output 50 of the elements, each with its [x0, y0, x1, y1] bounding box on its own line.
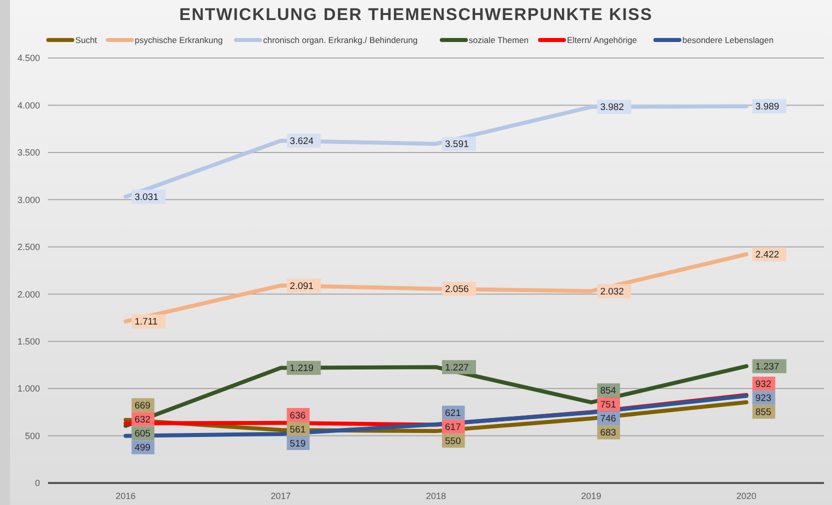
x-tick-label: 2016 [116, 491, 136, 501]
y-tick-label: 1.500 [17, 336, 40, 346]
x-tick-label: 2018 [426, 491, 446, 501]
data-label: 617 [445, 422, 461, 434]
chart-title: ENTWICKLUNG DER THEMENSCHWERPUNKTE KISS [179, 5, 653, 24]
data-label: 519 [290, 438, 306, 450]
y-tick-label: 1.000 [17, 384, 40, 394]
legend-label: Eltern/ Angehörige [567, 34, 638, 45]
data-label: 1.219 [290, 363, 314, 374]
data-label: 1.237 [755, 361, 780, 372]
y-tick-label: 2.000 [17, 289, 40, 300]
data-label: 3.624 [290, 136, 314, 148]
data-label: 3.031 [134, 192, 158, 204]
data-label: 683 [600, 428, 616, 439]
legend-label: besondere Lebenslagen [682, 34, 774, 45]
legend-label: Sucht [75, 34, 98, 45]
legend-label: soziale Themen [468, 34, 529, 45]
data-label: 751 [600, 400, 616, 411]
data-label: 855 [755, 407, 772, 418]
data-label: 550 [445, 436, 461, 448]
data-label: 669 [134, 400, 150, 412]
data-label: 2.091 [290, 280, 314, 292]
y-tick-label: 4.000 [17, 100, 40, 110]
data-label: 3.982 [600, 102, 624, 114]
legend-label: psychische Erkrankung [134, 34, 223, 45]
legend-label: chronisch organ. Erkrankg./ Behinderung [263, 34, 418, 45]
line-series [124, 394, 748, 438]
y-tick-label: 2.500 [17, 242, 40, 252]
y-tick-label: 3.500 [17, 148, 40, 158]
data-label: 605 [134, 428, 150, 440]
data-label: 2.032 [600, 286, 624, 298]
y-tick-label: 3.000 [17, 194, 40, 205]
data-label: 932 [755, 379, 772, 390]
x-tick-label: 2020 [736, 491, 756, 501]
data-label: 923 [755, 393, 772, 404]
data-label: 1.711 [134, 316, 158, 328]
x-tick-label: 2019 [581, 491, 602, 501]
data-label: 621 [445, 408, 461, 420]
data-label: 499 [134, 442, 150, 454]
y-tick-label: 4.500 [17, 53, 40, 64]
data-label: 2.056 [445, 284, 469, 296]
data-label: 636 [290, 410, 306, 422]
data-label: 1.227 [445, 362, 469, 374]
y-tick-label: 0 [34, 478, 40, 488]
data-label: 3.591 [445, 139, 469, 150]
y-tick-label: 500 [24, 430, 40, 441]
data-label: 3.989 [755, 102, 780, 113]
data-label: 2.422 [755, 250, 780, 261]
data-label: 854 [600, 386, 616, 397]
x-tick-label: 2017 [270, 491, 291, 501]
